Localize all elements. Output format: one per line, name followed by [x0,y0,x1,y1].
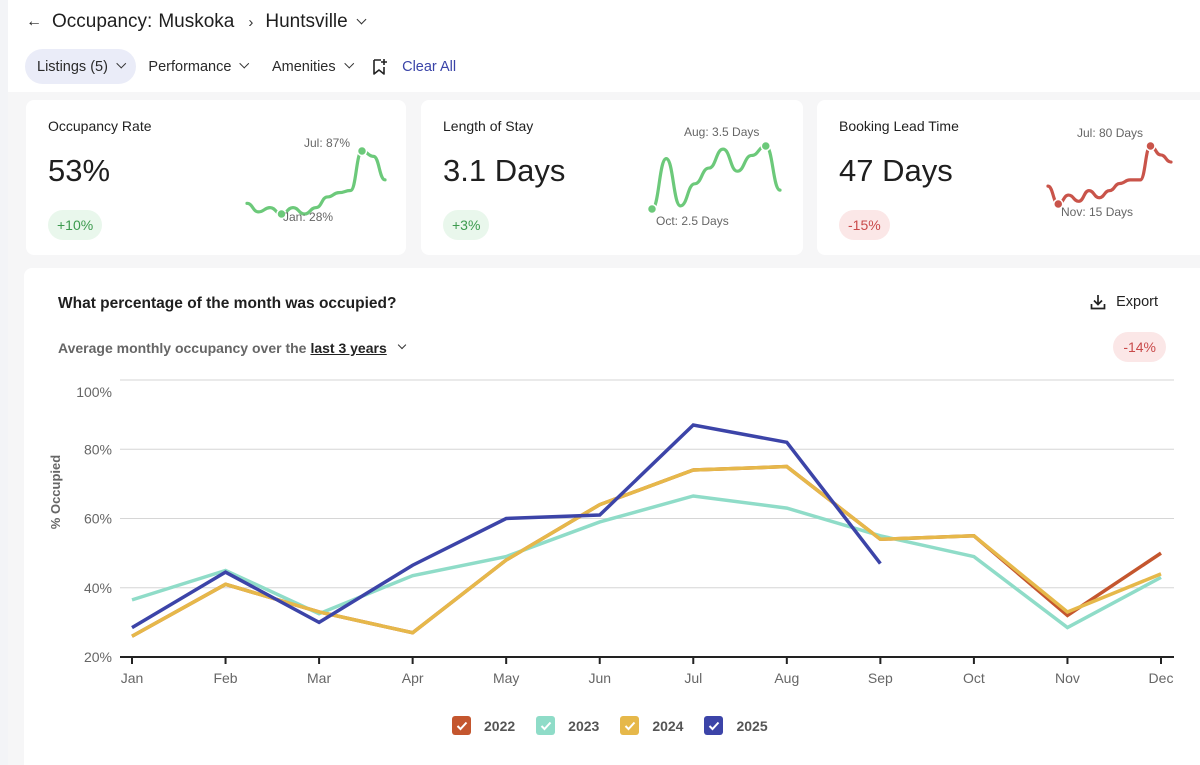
sparkline-path [245,149,387,216]
y-tick-label: 80% [84,441,112,457]
x-tick-label: Apr [402,670,424,686]
kpi-value: 47 Days [839,153,953,188]
filter-performance[interactable]: Performance [136,49,260,84]
kpi-label: Booking Lead Time [839,118,959,134]
series-line-2024[interactable] [131,464,1162,638]
sparkline [646,140,782,215]
chevron-down-icon [344,58,354,69]
clear-all-button[interactable]: Clear All [402,58,457,75]
arrow-left-icon[interactable]: ← [26,13,42,30]
legend-label: 2023 [568,717,600,734]
top-bar [0,0,1200,92]
y-tick-label: 40% [84,580,112,596]
legend-item-2025[interactable]: 2025 [704,716,768,735]
sparkline-path [1046,144,1173,206]
sparkline-high-point [356,145,368,157]
y-tick-label: 100% [76,384,112,400]
y-tick-label: 60% [84,511,112,527]
filter-performance-label: Performance [148,58,232,75]
kpi-card-booking-lead-time: Booking Lead Time 47 Days -15% Jul: 80 D… [817,100,1200,255]
period-selector[interactable]: last 3 years [310,340,387,356]
download-icon [1090,295,1106,310]
breadcrumb-region[interactable]: Muskoka [158,11,235,32]
x-tick-label: Nov [1055,670,1080,686]
sparkline-high-label: Aug: 3.5 Days [684,125,760,139]
breadcrumb-city[interactable]: Huntsville [265,11,348,32]
chart-question: What percentage of the month was occupie… [58,295,397,312]
legend-item-2024[interactable]: 2024 [620,716,683,735]
chart-legend: 2022 2023 2024 2025 [452,716,789,735]
sparkline-high-label: Jul: 87% [304,136,351,150]
series-line-2022[interactable] [131,464,1162,638]
kpi-label: Length of Stay [443,118,534,134]
checkbox-checked-icon[interactable] [620,716,640,735]
kpi-card-length-of-stay: Length of Stay 3.1 Days +3% Aug: 3.5 Day… [421,100,803,255]
sparkline-low-point [646,203,658,215]
y-tick-label: 20% [84,649,112,665]
sparkline-low-label: Jan: 28% [283,210,334,224]
chevron-right-icon: › [248,13,254,31]
kpi-value: 53% [48,153,111,188]
sparkline-high-point [1145,140,1156,152]
sparkline-low-point [276,208,287,220]
checkbox-checked-icon[interactable] [452,716,471,735]
x-tick-label: Aug [774,670,799,686]
subtitle-prefix: Average monthly occupancy over the [58,340,307,356]
chart-subtitle: Average monthly occupancy over the last … [58,340,406,356]
x-tick-label: Mar [307,670,331,686]
legend-label: 2022 [484,717,516,734]
filter-bar: Listings (5) Performance Amenities Clear… [25,49,456,84]
sparkline [1046,140,1173,210]
sparkline-low-point [1053,198,1064,210]
kpi-change-badge: -15% [839,210,890,240]
checkbox-checked-icon[interactable] [536,716,556,735]
occupancy-line-chart: 20% 40% 60% 80% 100% Jan Feb Mar Apr May Jun Jul Au… [48,379,1174,686]
page-title: Occupancy: [52,11,153,32]
bookmark-plus-icon[interactable] [372,58,388,76]
sparkline-low-label: Oct: 2.5 Days [656,214,729,228]
page-title-row: ← Occupancy: Muskoka › Huntsville [26,9,367,35]
kpi-label: Occupancy Rate [48,118,152,134]
export-label: Export [1116,294,1158,310]
legend-label: 2024 [652,717,684,734]
chevron-down-icon [240,58,250,69]
sparkline-high-label: Jul: 80 Days [1077,126,1144,140]
series-line-2025[interactable] [131,423,882,630]
sparkline-low-label: Nov: 15 Days [1061,205,1134,219]
x-tick-label: Feb [213,670,237,686]
x-tick-label: Sep [868,670,893,686]
filter-amenities[interactable]: Amenities [260,49,364,84]
legend-item-2023[interactable]: 2023 [536,716,599,735]
sparkline [245,145,387,220]
left-edge [0,0,8,765]
sparkline-high-point [760,140,772,152]
occupancy-chart-panel: What percentage of the month was occupie… [24,268,1200,765]
x-tick-label: Jun [588,670,611,686]
filter-listings[interactable]: Listings (5) [25,49,137,84]
chevron-down-icon[interactable] [356,14,367,24]
kpi-card-occupancy: Occupancy Rate 53% +10% Jul: 87% Jan: 28… [26,100,406,255]
legend-item-2022[interactable]: 2022 [452,716,515,735]
export-button[interactable]: Export [1090,294,1158,310]
checkbox-checked-icon[interactable] [704,716,724,735]
legend-label: 2025 [736,717,768,734]
sparkline-path [650,144,782,211]
x-tick-label: Jan [121,670,144,686]
y-axis-label: % Occupied [48,455,63,529]
x-tick-label: Oct [963,670,985,686]
filter-amenities-label: Amenities [271,58,336,75]
x-tick-label: May [493,670,519,686]
kpi-value: 3.1 Days [443,153,566,188]
chart-change-badge: -14% [1113,332,1166,362]
filter-listings-label: Listings (5) [37,58,108,75]
x-tick-label: Jul [684,670,702,686]
x-tick-label: Dec [1149,670,1174,686]
kpi-change-badge: +3% [443,210,490,240]
kpi-change-badge: +10% [48,210,103,240]
chevron-down-icon [116,58,126,69]
